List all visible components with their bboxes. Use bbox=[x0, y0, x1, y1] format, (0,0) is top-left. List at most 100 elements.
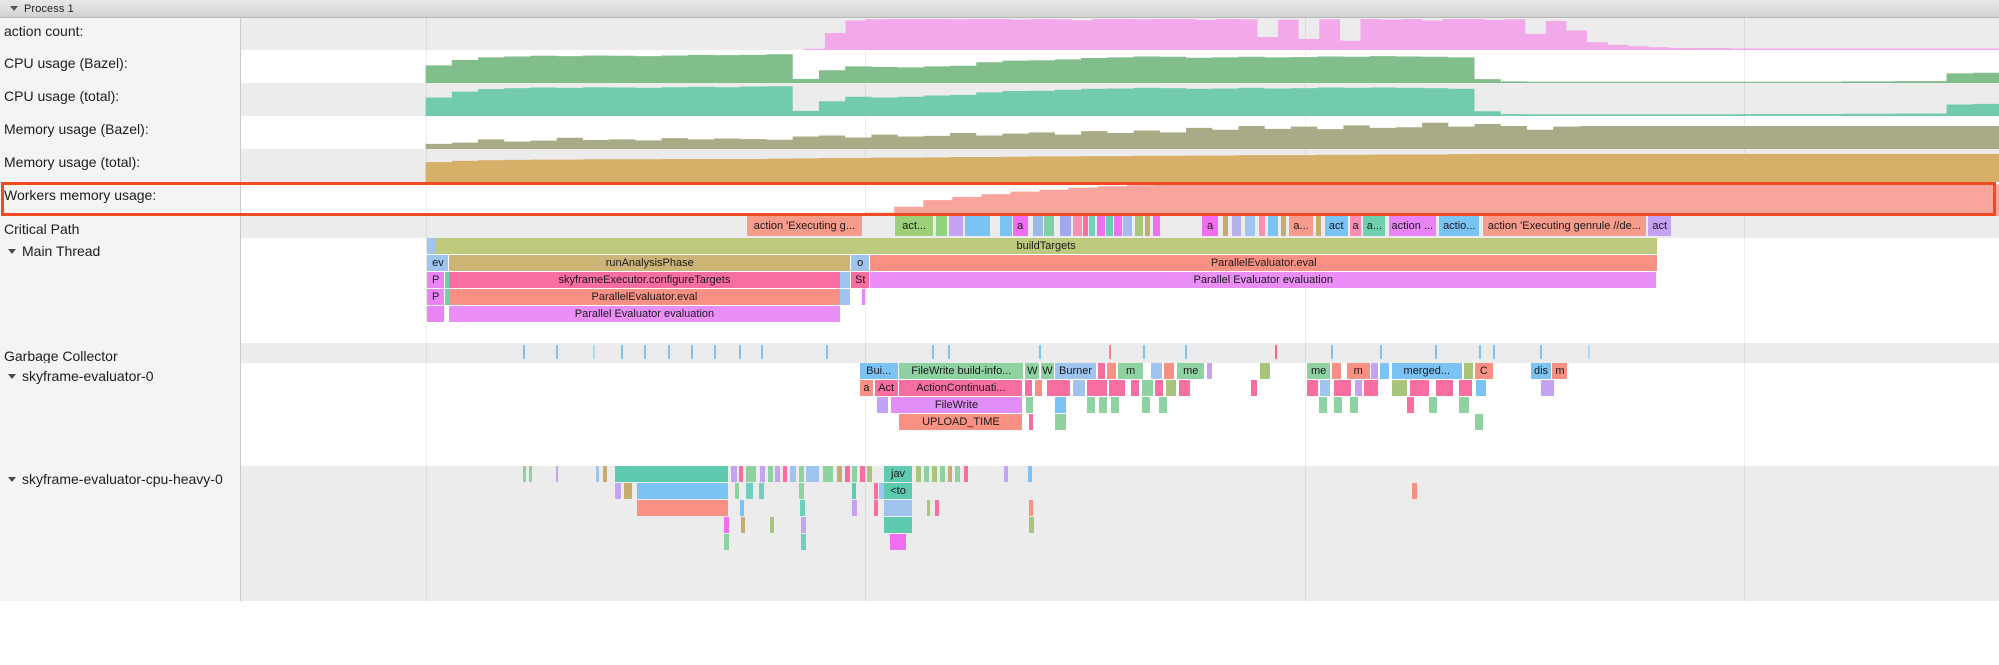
slice-unlabeled[interactable] bbox=[555, 466, 558, 482]
slice-unlabeled[interactable] bbox=[1163, 363, 1175, 379]
slice-unlabeled[interactable] bbox=[1054, 397, 1066, 413]
slice-unlabeled[interactable] bbox=[1371, 363, 1379, 379]
slice-unlabeled[interactable] bbox=[1158, 397, 1167, 413]
slice[interactable]: P bbox=[427, 289, 445, 305]
slice[interactable]: buildTargets bbox=[435, 238, 1658, 254]
slice[interactable]: C bbox=[1475, 363, 1493, 379]
slice-unlabeled[interactable] bbox=[1250, 380, 1258, 396]
slice-unlabeled[interactable] bbox=[1259, 363, 1271, 379]
slice-unlabeled[interactable] bbox=[745, 466, 757, 482]
slice-unlabeled[interactable] bbox=[1436, 380, 1454, 396]
slice[interactable]: act bbox=[1648, 216, 1672, 236]
process-header[interactable]: Process 1 bbox=[0, 0, 1999, 18]
slice[interactable]: Bui... bbox=[859, 363, 898, 379]
slice[interactable]: a bbox=[1012, 216, 1028, 236]
track-row[interactable]: Memory usage (Bazel): bbox=[0, 116, 1999, 149]
slice-unlabeled[interactable] bbox=[775, 466, 781, 482]
slice-unlabeled[interactable] bbox=[1331, 363, 1342, 379]
track-row[interactable]: Memory usage (total): bbox=[0, 149, 1999, 182]
slice-unlabeled[interactable] bbox=[873, 483, 879, 499]
slice[interactable]: m bbox=[1552, 363, 1568, 379]
slice-unlabeled[interactable] bbox=[1152, 216, 1161, 236]
slice-unlabeled[interactable] bbox=[1333, 380, 1352, 396]
slice[interactable]: ActionContinuati... bbox=[899, 380, 1023, 396]
slice-unlabeled[interactable] bbox=[1047, 380, 1070, 396]
slice-unlabeled[interactable] bbox=[596, 466, 600, 482]
slice-unlabeled[interactable] bbox=[822, 466, 834, 482]
slice-unlabeled[interactable] bbox=[624, 483, 633, 499]
slice-unlabeled[interactable] bbox=[1028, 414, 1033, 430]
slice-unlabeled[interactable] bbox=[1475, 380, 1486, 396]
slice[interactable]: a bbox=[1201, 216, 1219, 236]
slice-unlabeled[interactable] bbox=[947, 466, 952, 482]
slice-unlabeled[interactable] bbox=[759, 466, 765, 482]
slice[interactable]: actio... bbox=[1439, 216, 1480, 236]
slice-unlabeled[interactable] bbox=[1350, 397, 1359, 413]
slice-unlabeled[interactable] bbox=[768, 466, 773, 482]
slice-unlabeled[interactable] bbox=[1410, 380, 1430, 396]
slice-unlabeled[interactable] bbox=[1144, 216, 1150, 236]
slice-unlabeled[interactable] bbox=[529, 466, 532, 482]
slice-unlabeled[interactable] bbox=[923, 466, 929, 482]
slice[interactable]: FileWrite bbox=[891, 397, 1022, 413]
slice-unlabeled[interactable] bbox=[1463, 363, 1474, 379]
slice-unlabeled[interactable] bbox=[1364, 380, 1378, 396]
slice[interactable]: action 'Executing g... bbox=[746, 216, 862, 236]
slice-unlabeled[interactable] bbox=[949, 216, 963, 236]
slice-unlabeled[interactable] bbox=[1280, 216, 1287, 236]
track-label-cpu-usage-total[interactable]: CPU usage (total): bbox=[0, 83, 241, 116]
slice[interactable]: FileWrite build-info... bbox=[899, 363, 1024, 379]
gc-event-tick[interactable] bbox=[1380, 345, 1383, 359]
slice-unlabeled[interactable] bbox=[859, 466, 865, 482]
slice-unlabeled[interactable] bbox=[740, 500, 745, 516]
gc-event-tick[interactable] bbox=[1185, 345, 1188, 359]
slice-unlabeled[interactable] bbox=[1098, 397, 1107, 413]
slice[interactable]: act bbox=[1324, 216, 1348, 236]
slice-unlabeled[interactable] bbox=[878, 483, 884, 499]
slice-unlabeled[interactable] bbox=[1111, 397, 1120, 413]
track-row[interactable]: Workers memory usage: bbox=[0, 182, 1999, 216]
slice-unlabeled[interactable] bbox=[1105, 216, 1113, 236]
slice-unlabeled[interactable] bbox=[1178, 380, 1191, 396]
caret-down-icon[interactable] bbox=[8, 477, 16, 482]
caret-down-icon[interactable] bbox=[10, 6, 18, 11]
slice-unlabeled[interactable] bbox=[1429, 397, 1438, 413]
slice[interactable]: UPLOAD_TIME bbox=[899, 414, 1023, 430]
track-canvas[interactable] bbox=[241, 50, 1999, 83]
slice[interactable]: ParallelEvaluator.eval bbox=[870, 255, 1658, 271]
slice-unlabeled[interactable] bbox=[1098, 363, 1106, 379]
slice[interactable]: ev bbox=[427, 255, 449, 271]
slice-unlabeled[interactable] bbox=[1028, 500, 1033, 516]
slice-unlabeled[interactable] bbox=[615, 483, 621, 499]
slice-unlabeled[interactable] bbox=[1131, 380, 1140, 396]
slice-unlabeled[interactable] bbox=[1222, 216, 1229, 236]
slice-unlabeled[interactable] bbox=[1025, 380, 1033, 396]
slice-unlabeled[interactable] bbox=[866, 466, 873, 482]
slice-unlabeled[interactable] bbox=[427, 238, 435, 254]
gc-event-tick[interactable] bbox=[555, 345, 558, 359]
slice-unlabeled[interactable] bbox=[1150, 363, 1163, 379]
slice-unlabeled[interactable] bbox=[1032, 216, 1043, 236]
slice-unlabeled[interactable] bbox=[873, 500, 878, 516]
track-canvas[interactable]: buildTargets ev runAnalysisPhase o ParallelE… bbox=[241, 238, 1999, 343]
caret-down-icon[interactable] bbox=[8, 374, 16, 379]
slice-unlabeled[interactable] bbox=[936, 216, 947, 236]
gc-event-tick[interactable] bbox=[668, 345, 671, 359]
gc-event-tick[interactable] bbox=[1434, 345, 1437, 359]
slice-unlabeled[interactable] bbox=[1027, 466, 1033, 482]
gc-event-tick[interactable] bbox=[1587, 345, 1590, 359]
slice[interactable]: a... bbox=[1288, 216, 1314, 236]
slice[interactable]: m bbox=[1346, 363, 1370, 379]
track-row[interactable]: CPU usage (total): bbox=[0, 83, 1999, 116]
slice-unlabeled[interactable] bbox=[1391, 380, 1408, 396]
gc-event-tick[interactable] bbox=[1492, 345, 1495, 359]
slice-unlabeled[interactable] bbox=[444, 272, 449, 288]
gc-event-tick[interactable] bbox=[931, 345, 934, 359]
slice-unlabeled[interactable] bbox=[1044, 216, 1055, 236]
slice-unlabeled[interactable] bbox=[1318, 397, 1327, 413]
gc-event-tick[interactable] bbox=[713, 345, 716, 359]
slice-unlabeled[interactable] bbox=[800, 534, 806, 550]
slice-unlabeled[interactable] bbox=[1025, 397, 1033, 413]
slice-unlabeled[interactable] bbox=[1244, 216, 1256, 236]
slice[interactable]: <to bbox=[884, 483, 912, 499]
